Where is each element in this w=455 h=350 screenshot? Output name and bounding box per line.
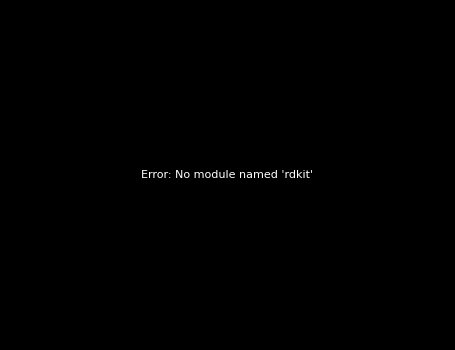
- Text: Error: No module named 'rdkit': Error: No module named 'rdkit': [141, 170, 313, 180]
